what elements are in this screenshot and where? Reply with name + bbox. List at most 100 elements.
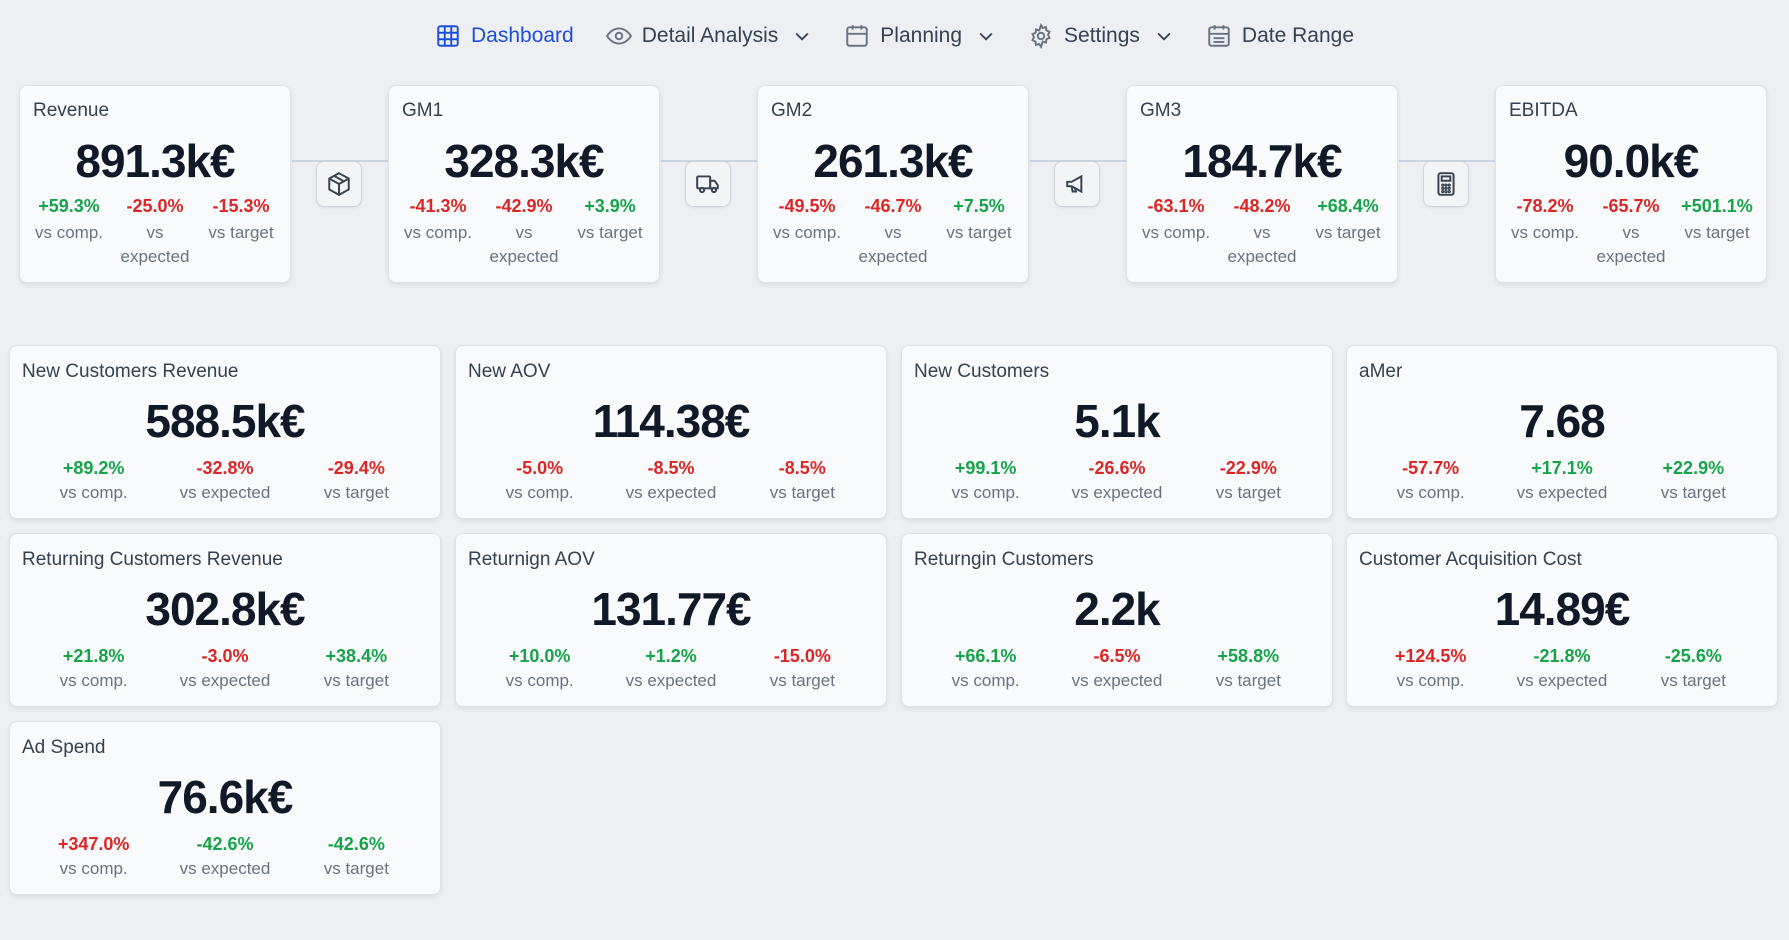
kpi-title: Revenue	[33, 100, 110, 121]
vs-expected-pct: -25.0%	[126, 196, 184, 216]
kpi-metrics: -49.5% vs comp. -46.7% vs expected +7.5% vs…	[764, 196, 1022, 269]
card-metrics: +89.2% vs comp. -32.8% vs expected -29.4% v…	[28, 458, 422, 505]
kpi-metrics: +59.3% vs comp. -25.0% vs expected -15.3% v…	[26, 196, 284, 269]
kpi-card-ebitda[interactable]: EBITDA 90.0k€ -78.2% vs comp. -65.7% vs ex…	[1495, 85, 1767, 283]
kpi-card-revenue[interactable]: Revenue 891.3k€ +59.3% vs comp. -25.0% vs …	[19, 85, 291, 283]
kpi-value: 184.7k€	[1182, 135, 1342, 187]
kpi-card-gm3[interactable]: GM3 184.7k€ -63.1% vs comp. -48.2% vs expe…	[1126, 85, 1398, 283]
card-metrics: -57.7% vs comp. +17.1% vs expected +22.9% v…	[1365, 458, 1759, 505]
vs-target-label: vs target	[208, 223, 274, 242]
card-title: New Customers	[914, 361, 1050, 382]
vs-expected-label: vs expected	[120, 223, 190, 266]
calendar-range-icon	[1208, 25, 1230, 47]
vs-comp-label: vs comp.	[772, 223, 842, 242]
nav-date-range-label: Date Range	[1241, 24, 1354, 47]
card-metrics: -5.0% vs comp. -8.5% vs expected -8.5% vs t…	[474, 458, 868, 505]
vs-expected-pct: +1.2%	[645, 646, 697, 666]
vs-expected-pct: -65.7%	[1602, 196, 1660, 216]
kpi-metrics: -63.1% vs comp. -48.2% vs expected +68.4% v…	[1133, 196, 1391, 269]
card-value: 2.2k	[1074, 583, 1161, 635]
vs-comp-pct: +21.8%	[62, 646, 125, 666]
vs-comp-pct: +124.5%	[1394, 646, 1467, 666]
vs-comp-pct: +89.2%	[62, 458, 125, 478]
vs-expected-pct: -46.7%	[864, 196, 922, 216]
kpi-value: 328.3k€	[444, 135, 604, 187]
metric-card[interactable]: aMer 7.68 -57.7% vs comp. +17.1% vs expect…	[1346, 345, 1778, 519]
card-title: Returnign AOV	[468, 549, 595, 570]
kpi-card-gm2[interactable]: GM2 261.3k€ -49.5% vs comp. -46.7% vs expe…	[757, 85, 1029, 283]
vs-target-pct: +3.9%	[584, 196, 636, 216]
vs-expected-label: vs expected	[625, 483, 717, 502]
vs-comp-pct: +99.1%	[954, 458, 1017, 478]
vs-comp-label: vs comp.	[1510, 223, 1580, 242]
vs-expected-pct: -48.2%	[1233, 196, 1291, 216]
truck-icon	[685, 161, 731, 207]
card-metrics: +10.0% vs comp. +1.2% vs expected -15.0% vs…	[474, 646, 868, 693]
nav-dashboard-label: Dashboard	[471, 24, 574, 47]
vs-expected-label: vs expected	[1596, 223, 1666, 266]
vs-comp-label: vs comp.	[951, 671, 1020, 690]
nav-dashboard[interactable]: Dashboard	[435, 16, 574, 56]
metric-card[interactable]: Returngin Customers 2.2k +66.1% vs comp. …	[901, 533, 1333, 707]
nav-detail-analysis[interactable]: Detail Analysis	[605, 16, 813, 56]
nav-planning-label: Planning	[880, 24, 963, 47]
card-value: 76.6k€	[157, 771, 294, 823]
vs-target-pct: -25.6%	[1664, 646, 1722, 666]
metric-card[interactable]: New AOV 114.38€ -5.0% vs comp. -8.5% vs ex…	[455, 345, 887, 519]
chevron-down-icon	[795, 32, 809, 41]
metric-card[interactable]: Ad Spend 76.6k€ +347.0% vs comp. -42.6% vs…	[9, 721, 441, 895]
metric-card[interactable]: Returnign AOV 131.77€ +10.0% vs comp. +1.…	[455, 533, 887, 707]
nav-planning[interactable]: Planning	[844, 16, 996, 56]
calculator-icon	[1423, 161, 1469, 207]
vs-target-pct: -29.4%	[327, 458, 385, 478]
vs-comp-label: vs comp.	[59, 671, 128, 690]
vs-comp-label: vs comp.	[1396, 483, 1465, 502]
vs-expected-label: vs expected	[858, 223, 928, 266]
vs-target-label: vs target	[769, 671, 835, 690]
card-value: 7.68	[1519, 395, 1606, 447]
vs-expected-pct: -21.8%	[1533, 646, 1591, 666]
vs-target-pct: +38.4%	[325, 646, 388, 666]
vs-comp-label: vs comp.	[505, 483, 574, 502]
vs-target-label: vs target	[323, 859, 389, 878]
vs-expected-pct: -42.6%	[196, 834, 254, 854]
vs-target-label: vs target	[577, 223, 643, 242]
box-icon	[316, 161, 362, 207]
megaphone-icon	[1054, 161, 1100, 207]
metric-card[interactable]: New Customers Revenue 588.5k€ +89.2% vs c…	[9, 345, 441, 519]
vs-target-label: vs target	[323, 671, 389, 690]
vs-target-pct: -8.5%	[778, 458, 826, 478]
grid-icon	[437, 25, 459, 47]
vs-comp-pct: -63.1%	[1147, 196, 1205, 216]
metric-card[interactable]: Returning Customers Revenue 302.8k€ +21.…	[9, 533, 441, 707]
card-title: Returngin Customers	[914, 549, 1094, 570]
vs-target-pct: +501.1%	[1681, 196, 1753, 216]
vs-target-label: vs target	[1215, 671, 1281, 690]
nav-settings[interactable]: Settings	[1028, 16, 1174, 56]
card-value: 5.1k	[1074, 395, 1161, 447]
card-title: aMer	[1359, 361, 1403, 382]
vs-comp-label: vs comp.	[1396, 671, 1465, 690]
vs-expected-pct: -26.6%	[1088, 458, 1146, 478]
kpi-value: 891.3k€	[75, 135, 235, 187]
vs-target-label: vs target	[1315, 223, 1381, 242]
top-nav: Dashboard Detail Analysis Planning Setti…	[0, 0, 1789, 72]
card-value: 588.5k€	[145, 395, 305, 447]
vs-comp-label: vs comp.	[403, 223, 473, 242]
card-metrics: +66.1% vs comp. -6.5% vs expected +58.8% vs…	[920, 646, 1314, 693]
nav-date-range[interactable]: Date Range	[1206, 16, 1354, 56]
metric-card[interactable]: New Customers 5.1k +99.1% vs comp. -26.6%…	[901, 345, 1333, 519]
vs-target-label: vs target	[323, 483, 389, 502]
kpi-title: GM1	[402, 100, 444, 121]
vs-comp-label: vs comp.	[59, 859, 128, 878]
vs-target-label: vs target	[1684, 223, 1750, 242]
card-title: Ad Spend	[22, 737, 106, 758]
gear-icon	[1031, 23, 1051, 49]
vs-comp-label: vs comp.	[1141, 223, 1211, 242]
vs-expected-pct: -42.9%	[495, 196, 553, 216]
metric-card[interactable]: Customer Acquisition Cost 14.89€ +124.5%…	[1346, 533, 1778, 707]
vs-expected-pct: +17.1%	[1531, 458, 1593, 478]
vs-target-pct: -22.9%	[1219, 458, 1277, 478]
kpi-card-gm1[interactable]: GM1 328.3k€ -41.3% vs comp. -42.9% vs expe…	[388, 85, 660, 283]
vs-expected-label: vs expected	[179, 859, 271, 878]
